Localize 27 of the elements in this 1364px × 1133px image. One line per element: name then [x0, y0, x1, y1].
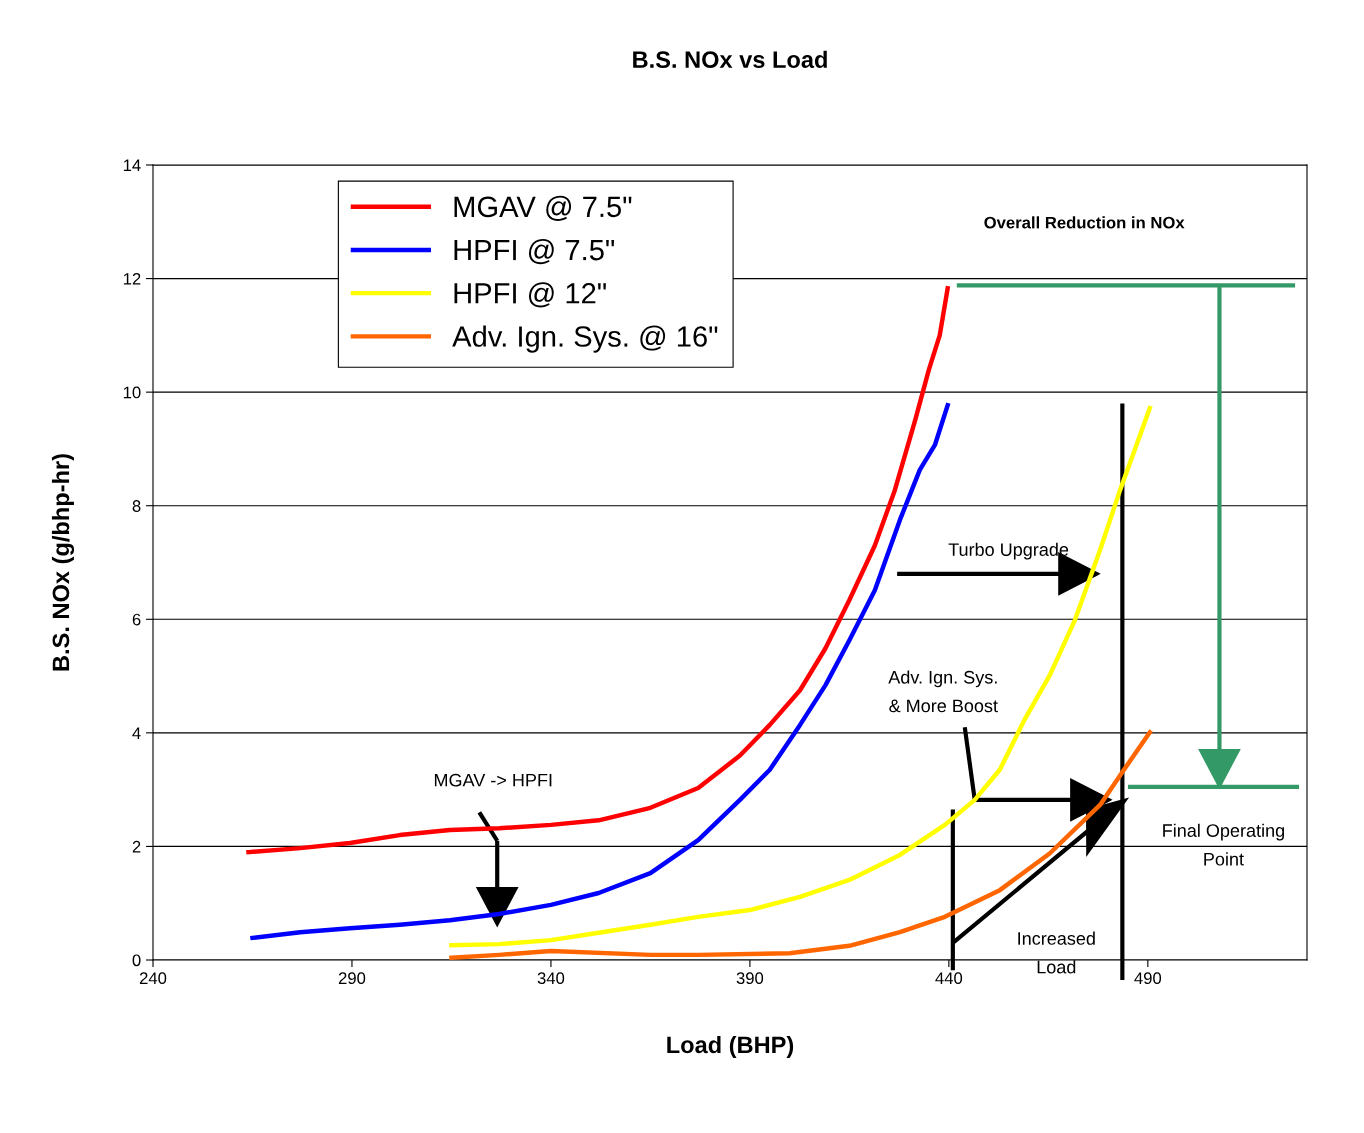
x-tick-label: 240	[139, 972, 167, 985]
annotation: Overall Reduction in NOx	[984, 216, 1185, 229]
y-tick-label: 14	[123, 159, 141, 172]
y-tick-label: 2	[132, 840, 141, 853]
y-tick-label: 0	[132, 954, 141, 967]
y-tick-label: 4	[132, 727, 141, 739]
y-tick-label: 10	[123, 386, 141, 399]
y-tick-label: 12	[123, 272, 141, 285]
y-tick-label: 8	[132, 500, 141, 512]
legend-label: MGAV @ 7.5"	[454, 195, 632, 221]
legend-label: Adv. Ign. Sys. @ 16"	[452, 325, 718, 353]
annotation: Final Operating Point	[1163, 823, 1284, 866]
legend-label: HPFI @ 7.5"	[454, 238, 615, 265]
x-tick-label: 390	[736, 972, 764, 985]
y-axis-title: B.S. NOx (g/bhp-hr)	[51, 454, 75, 671]
x-tick-label: 490	[1134, 972, 1162, 985]
x-tick-label: 290	[338, 972, 366, 985]
x-tick-label: 440	[935, 972, 963, 985]
annotation: Turbo Upgrade	[948, 542, 1069, 560]
x-axis-title: Load (BHP)	[667, 1035, 794, 1058]
x-tick-label: 340	[537, 972, 565, 985]
y-tick-label: 6	[132, 613, 141, 626]
annotation: Increased Load	[1018, 931, 1095, 974]
chart-title: B.S. NOx vs Load	[633, 50, 827, 69]
annotation: Adv. Ign. Sys. & More Boost	[888, 670, 998, 713]
legend-label: HPFI @ 12"	[454, 282, 606, 308]
annotation: MGAV -> HPFI	[434, 773, 552, 787]
